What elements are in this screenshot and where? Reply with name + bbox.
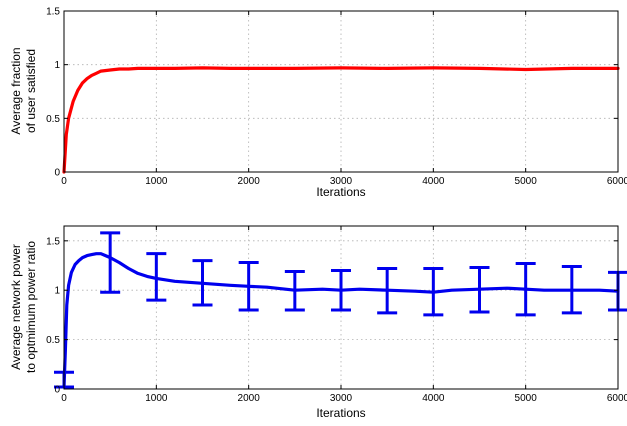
bottom-chart-x-tick-label: 5000 [515, 393, 538, 404]
bottom-chart-x-tick-label: 2000 [238, 393, 261, 404]
bottom-chart-ticks: 0 1000 2000 3000 4000 5000 6000 0 0.5 1 1.5 [46, 226, 627, 404]
top-chart-series [62, 66, 620, 174]
bottom-chart-error-bar [469, 265, 490, 314]
top-chart-y-axis-label-line-1: Average fraction [9, 47, 23, 134]
bottom-chart-x-axis-label: Iterations [316, 406, 365, 420]
bottom-chart-y-axis-label-line-2: to optmimum power ratio [24, 241, 38, 373]
bottom-chart-x-tick-label: 1000 [145, 393, 168, 404]
bottom-chart-panel: 0 1000 2000 3000 4000 5000 6000 0 0.5 1 1.5 Iterat… [9, 225, 627, 420]
bottom-chart-error-bar [238, 261, 259, 312]
top-chart-x-tick-label: 4000 [422, 176, 445, 187]
bottom-chart-x-tick-label: 4000 [422, 393, 445, 404]
bottom-chart-error-bar [377, 266, 398, 315]
bottom-chart-x-tick-label: 6000 [607, 393, 627, 404]
bottom-chart-y-tick-label: 1.5 [46, 236, 60, 247]
top-chart-grid [64, 10, 618, 172]
top-chart-x-tick-label: 2000 [238, 176, 261, 187]
bottom-chart-y-axis-label-line-1: Average network power [9, 244, 23, 370]
top-chart-x-tick-label: 5000 [515, 176, 538, 187]
top-chart-panel: 0 1000 2000 3000 4000 5000 6000 0 0.5 1 1.5 Iterat… [9, 7, 627, 200]
bottom-chart-y-tick-label: 1 [54, 286, 60, 297]
top-chart-axes [63, 10, 619, 173]
top-chart-ticks: 0 1000 2000 3000 4000 5000 6000 0 0.5 1 1.5 [46, 7, 627, 188]
bottom-chart-x-tick-label: 0 [61, 393, 67, 404]
top-chart-y-tick-label: 0.5 [46, 114, 60, 125]
bottom-chart-series-line [62, 252, 620, 389]
top-chart-x-tick-label: 6000 [607, 176, 627, 187]
bottom-chart-error-bar [331, 268, 351, 312]
bottom-chart-error-bar [284, 269, 305, 312]
bottom-chart-error-bar [192, 259, 213, 307]
top-chart-y-axis-label-line-2: of user satisfied [24, 49, 38, 133]
top-chart-x-tick-label: 0 [61, 176, 67, 187]
bottom-chart-series [62, 252, 620, 389]
top-chart-y-tick-label: 1.5 [46, 7, 60, 18]
bottom-chart-error-bar [515, 262, 536, 317]
top-chart-x-tick-label: 3000 [330, 176, 353, 187]
bottom-chart-y-tick-label: 0.5 [46, 335, 60, 346]
bottom-chart-y-tick-label: 0 [54, 385, 60, 396]
bottom-chart-error-bar [561, 265, 582, 315]
top-chart-y-tick-label: 1 [54, 60, 60, 71]
top-chart-x-axis-label: Iterations [316, 185, 365, 199]
top-chart-series-line [62, 66, 620, 174]
bottom-chart-x-tick-label: 3000 [330, 393, 353, 404]
bottom-chart-error-bar [423, 266, 444, 317]
bottom-chart-error-bar [146, 252, 167, 302]
top-chart-y-tick-label: 0 [54, 168, 60, 179]
bottom-chart-error-bar [100, 231, 121, 294]
top-chart-x-tick-label: 1000 [145, 176, 168, 187]
bottom-chart-error-bars [54, 231, 627, 389]
